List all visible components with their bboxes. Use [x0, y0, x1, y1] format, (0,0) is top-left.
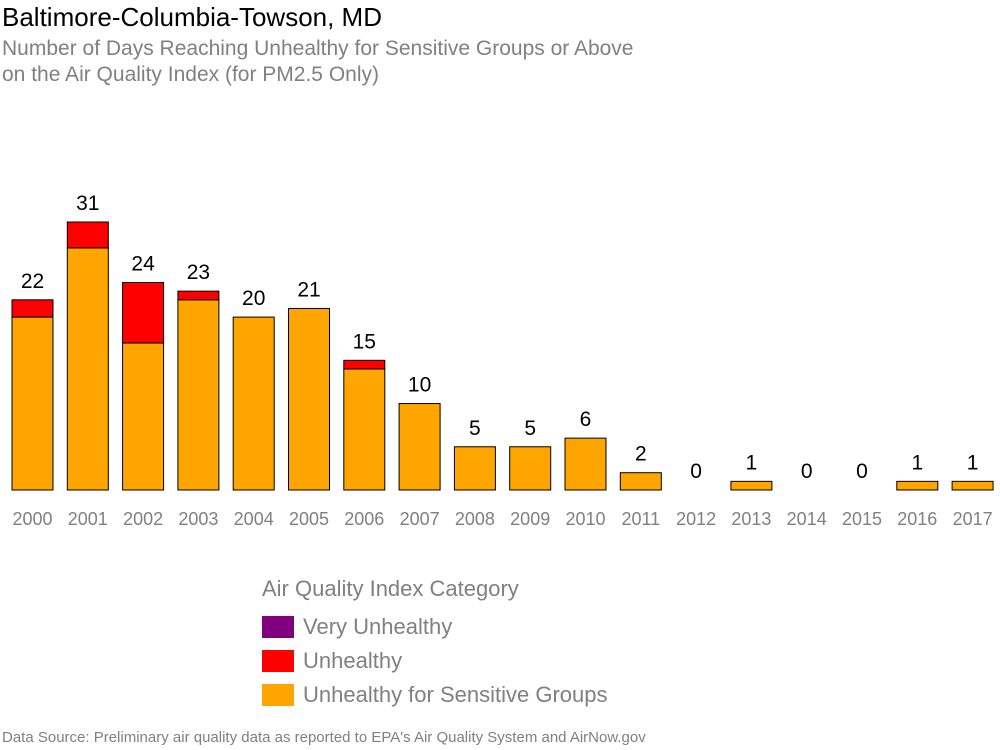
- x-tick-label-2001: 2001: [68, 509, 108, 529]
- data-label-2003: 23: [187, 261, 210, 284]
- x-tick-label-2017: 2017: [953, 509, 993, 529]
- data-label-2012: 0: [690, 460, 702, 483]
- legend-swatch-unhealthy: [262, 650, 294, 672]
- data-label-2009: 5: [524, 417, 536, 440]
- bar-2003-unhealthy-for-sensitive-groups: [177, 299, 220, 491]
- legend-label-usg: Unhealthy for Sensitive Groups: [303, 682, 608, 707]
- bar-2000-unhealthy-for-sensitive-groups: [11, 316, 54, 491]
- bar-2003-unhealthy: [177, 290, 220, 301]
- x-tick-label-2009: 2009: [510, 509, 550, 529]
- bar-2006-unhealthy: [343, 359, 386, 370]
- bar-2010-unhealthy-for-sensitive-groups: [564, 437, 607, 491]
- data-label-2005: 21: [297, 278, 320, 301]
- legend-label-unhealthy: Unhealthy: [303, 648, 403, 673]
- x-tick-label-2000: 2000: [12, 509, 52, 529]
- x-tick-label-2006: 2006: [344, 509, 384, 529]
- legend-label-very-unhealthy: Very Unhealthy: [303, 614, 453, 639]
- data-label-2015: 0: [856, 460, 868, 483]
- x-tick-label-2012: 2012: [676, 509, 716, 529]
- legend-item-unhealthy: Unhealthy: [262, 644, 608, 678]
- bar-2007-unhealthy-for-sensitive-groups: [398, 403, 441, 491]
- bar-2009-unhealthy-for-sensitive-groups: [509, 446, 552, 491]
- data-label-2017: 1: [967, 451, 979, 474]
- bar-2011-unhealthy-for-sensitive-groups: [619, 472, 662, 491]
- bar-2017-unhealthy-for-sensitive-groups: [951, 480, 994, 491]
- bar-2002-unhealthy: [122, 282, 165, 344]
- bar-2004-unhealthy-for-sensitive-groups: [232, 316, 275, 491]
- subtitle-line-2: on the Air Quality Index (for PM2.5 Only…: [2, 63, 379, 86]
- bar-2002-unhealthy-for-sensitive-groups: [122, 342, 165, 491]
- x-tick-label-2013: 2013: [731, 509, 771, 529]
- x-tick-label-2014: 2014: [787, 509, 827, 529]
- data-label-2000: 22: [21, 270, 44, 293]
- data-label-2010: 6: [580, 408, 592, 431]
- data-label-2007: 10: [408, 374, 431, 397]
- legend: Air Quality Index Category Very Unhealth…: [262, 576, 608, 712]
- data-label-2013: 1: [746, 451, 758, 474]
- data-source-note: Data Source: Preliminary air quality dat…: [2, 729, 646, 746]
- bar-2000-unhealthy: [11, 299, 54, 318]
- x-tick-label-2015: 2015: [842, 509, 882, 529]
- data-label-2006: 15: [353, 330, 376, 353]
- legend-item-usg: Unhealthy for Sensitive Groups: [262, 678, 608, 712]
- legend-swatch-very-unhealthy: [262, 616, 294, 638]
- data-label-2004: 20: [242, 287, 265, 310]
- data-label-2016: 1: [911, 451, 923, 474]
- bar-chart: 2220003120012420022320032020042120051520…: [11, 192, 994, 529]
- data-label-2001: 31: [76, 192, 99, 215]
- x-tick-label-2011: 2011: [621, 509, 660, 529]
- bar-2008-unhealthy-for-sensitive-groups: [453, 446, 496, 491]
- subtitle-line-1: Number of Days Reaching Unhealthy for Se…: [2, 37, 634, 60]
- x-tick-label-2005: 2005: [289, 509, 329, 529]
- x-tick-label-2002: 2002: [123, 509, 163, 529]
- bar-2006-unhealthy-for-sensitive-groups: [343, 368, 386, 491]
- x-tick-label-2003: 2003: [178, 509, 218, 529]
- bar-2013-unhealthy-for-sensitive-groups: [730, 480, 773, 491]
- x-tick-label-2004: 2004: [234, 509, 274, 529]
- bar-2001-unhealthy-for-sensitive-groups: [66, 247, 109, 491]
- chart-title: Baltimore-Columbia-Towson, MD: [2, 2, 382, 32]
- x-tick-label-2008: 2008: [455, 509, 495, 529]
- x-tick-label-2016: 2016: [897, 509, 937, 529]
- data-label-2008: 5: [469, 417, 481, 440]
- x-tick-label-2010: 2010: [565, 509, 605, 529]
- legend-title: Air Quality Index Category: [262, 576, 519, 601]
- bar-2016-unhealthy-for-sensitive-groups: [896, 480, 939, 491]
- x-tick-label-2007: 2007: [400, 509, 440, 529]
- data-label-2014: 0: [801, 460, 813, 483]
- legend-item-very-unhealthy: Very Unhealthy: [262, 610, 608, 644]
- chart-subtitle: Number of Days Reaching Unhealthy for Se…: [2, 36, 634, 88]
- data-label-2011: 2: [635, 443, 647, 466]
- legend-swatch-usg: [262, 684, 294, 706]
- bar-2001-unhealthy: [66, 221, 109, 249]
- data-label-2002: 24: [131, 253, 155, 276]
- bar-2005-unhealthy-for-sensitive-groups: [288, 307, 330, 491]
